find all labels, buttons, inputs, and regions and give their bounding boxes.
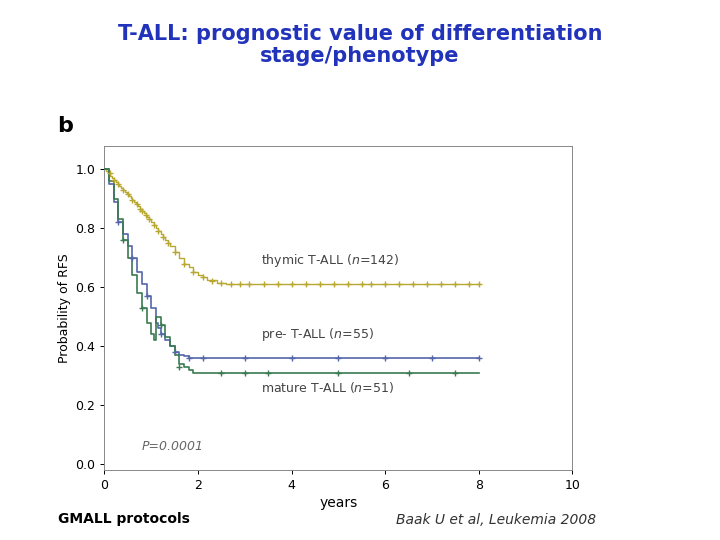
Text: thymic T-ALL ($n$=142): thymic T-ALL ($n$=142) [261,252,400,269]
Y-axis label: Probability of RFS: Probability of RFS [58,253,71,363]
Text: pre- T-ALL ($n$=55): pre- T-ALL ($n$=55) [261,326,374,343]
Text: GMALL protocols: GMALL protocols [58,512,189,526]
Text: P=0.0001: P=0.0001 [142,440,204,454]
Text: stage/phenotype: stage/phenotype [260,46,460,66]
X-axis label: years: years [319,496,358,510]
Text: T-ALL: prognostic value of differentiation: T-ALL: prognostic value of differentiati… [118,24,602,44]
Text: b: b [58,116,73,136]
Text: Baak U et al, Leukemia 2008: Baak U et al, Leukemia 2008 [396,512,596,526]
Text: mature T-ALL ($n$=51): mature T-ALL ($n$=51) [261,380,395,395]
